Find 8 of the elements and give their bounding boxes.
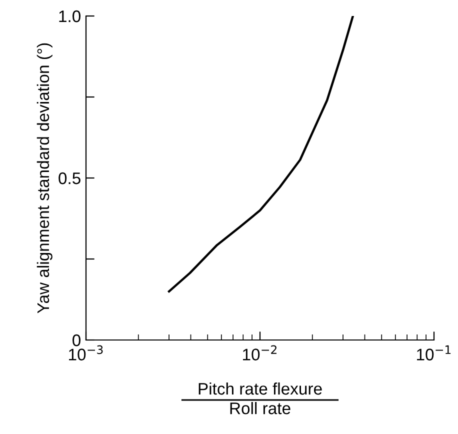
y-axis-title: Yaw alignment standard deviation (°) [36, 43, 52, 314]
y-tick-label: 0 [72, 334, 80, 346]
x-tick-label: 10$^{−3}$ [69, 345, 103, 360]
x-tick-label: 10$^{−1}$ [417, 345, 451, 360]
x-axis-title: Pitch rate flexure Roll rate [198, 382, 322, 414]
y-tick-label: 1.0 [59, 10, 80, 22]
x-tick-label: 10$^{−2}$ [243, 345, 276, 360]
y-tick-label: 0.5 [58, 172, 80, 184]
